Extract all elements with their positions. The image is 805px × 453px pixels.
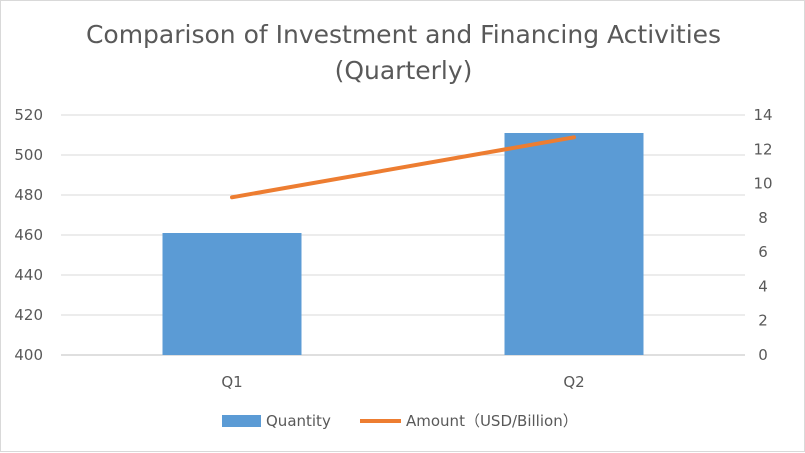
y-right-tick-label: 8	[758, 209, 768, 227]
legend-label-amount: Amount（USD/Billion）	[406, 412, 578, 430]
y-left-tick-label: 480	[14, 186, 43, 204]
y-right-tick-label: 2	[758, 312, 768, 330]
bar-quantity-q2	[505, 133, 644, 355]
y-left-tick-label: 520	[14, 106, 43, 124]
y-right-tick-label: 14	[753, 106, 772, 124]
y-right-tick-label: 4	[758, 277, 768, 295]
y-right-tick-label: 10	[753, 175, 772, 193]
x-tick-label: Q2	[563, 373, 584, 391]
legend-label-quantity: Quantity	[266, 412, 331, 430]
y-left-tick-label: 440	[14, 266, 43, 284]
y-right-tick-label: 6	[758, 243, 768, 261]
y-left-tick-label: 500	[14, 146, 43, 164]
y-left-tick-label: 460	[14, 226, 43, 244]
y-left-tick-label: 420	[14, 306, 43, 324]
x-tick-label: Q1	[221, 373, 242, 391]
legend-swatch-quantity	[222, 415, 261, 427]
bar-quantity-q1	[163, 233, 302, 355]
y-right-tick-label: 0	[758, 346, 768, 364]
y-right-tick-label: 12	[753, 140, 772, 158]
y-left-tick-label: 400	[14, 346, 43, 364]
